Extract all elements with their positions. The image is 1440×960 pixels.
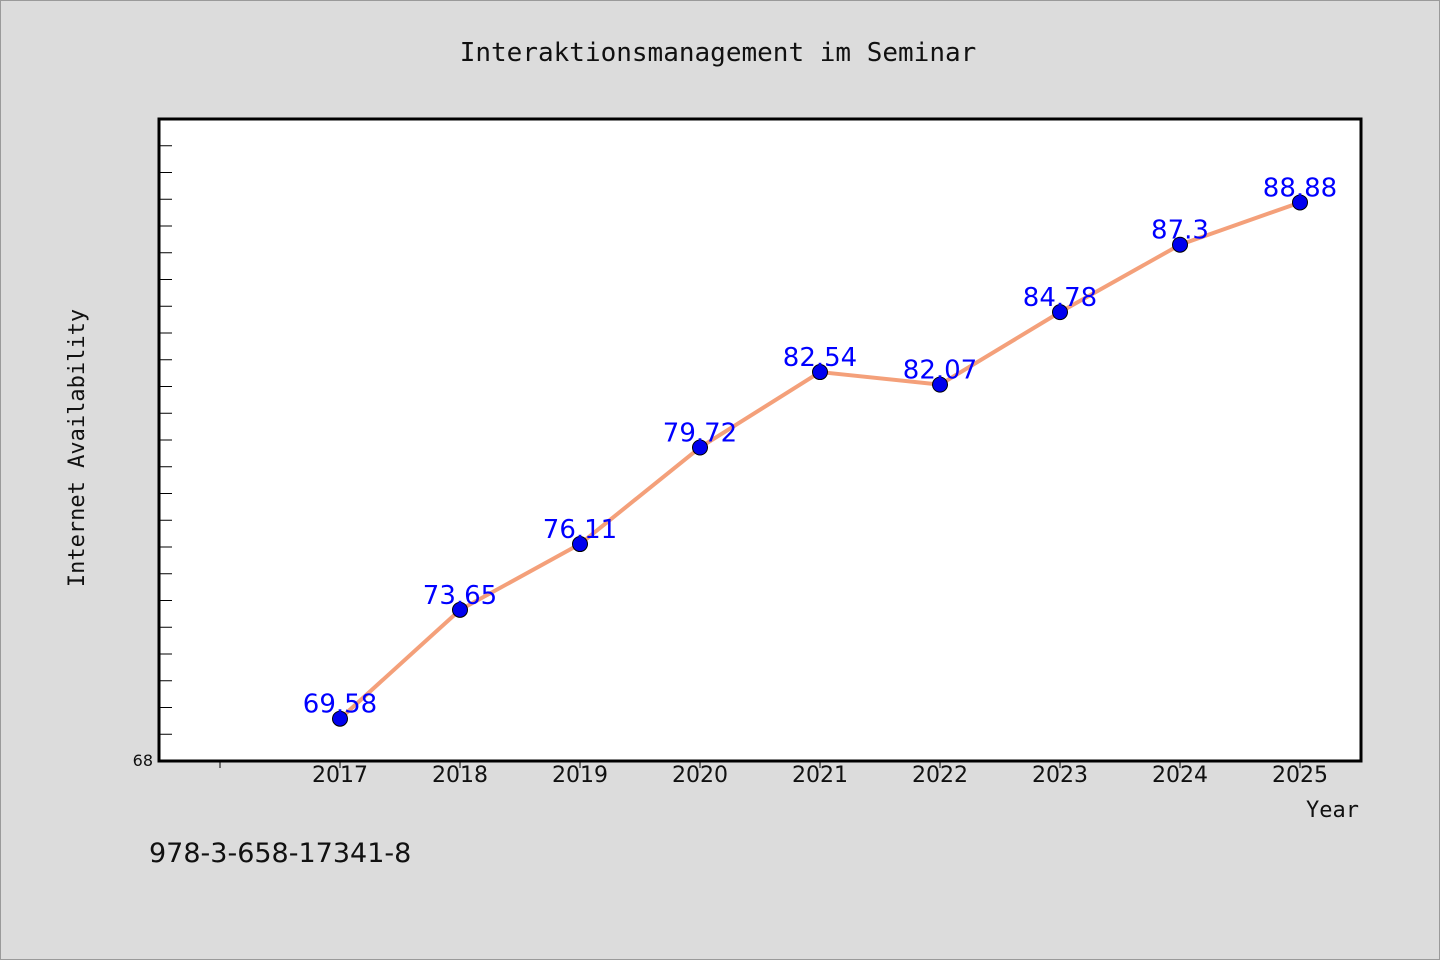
x-tick-label: 2021 [792, 763, 848, 788]
data-label: 69.58 [303, 690, 377, 720]
x-tick-label: 2018 [432, 763, 488, 788]
data-point [812, 364, 828, 381]
y-axis-ticks [159, 145, 172, 735]
plot-area [157, 117, 1363, 763]
y-axis-label: Internet Availability [65, 309, 90, 587]
x-axis-ticks [219, 761, 1301, 768]
data-point [1172, 236, 1188, 253]
data-point [932, 376, 948, 393]
footer-isbn: 978-3-658-17341-8 [149, 838, 411, 869]
series-layer: 69.58 73.65 76.11 79.72 82.54 82.07 84.78 87.3 8… [303, 173, 1337, 727]
x-axis-label: Year [1306, 798, 1359, 823]
x-tick-labels: 2017 2018 2019 2020 2021 2022 2023 2024 2025 [312, 763, 1328, 788]
y-min-label: 68 [133, 751, 153, 770]
data-label: 79.72 [663, 418, 737, 448]
data-label: 88.88 [1263, 173, 1337, 203]
x-tick-label: 2019 [552, 763, 608, 788]
data-point [332, 710, 348, 727]
data-label: 73.65 [423, 581, 497, 611]
x-tick-label: 2023 [1032, 763, 1088, 788]
x-tick-label: 2025 [1272, 763, 1328, 788]
data-label: 84.78 [1023, 283, 1097, 313]
data-label: 76.11 [543, 515, 617, 545]
x-tick-label: 2017 [312, 763, 368, 788]
data-point [692, 439, 708, 456]
x-tick-label: 2020 [672, 763, 728, 788]
x-tick-label: 2024 [1152, 763, 1208, 788]
chart-title: Interaktionsmanagement im Seminar [460, 38, 977, 68]
data-label: 82.54 [783, 343, 857, 373]
data-label: 87.3 [1151, 216, 1209, 246]
data-point [1052, 304, 1068, 321]
data-label: 82.07 [903, 356, 977, 386]
data-point [1292, 194, 1308, 211]
data-point [572, 536, 588, 553]
data-point [452, 601, 468, 618]
x-tick-label: 2022 [912, 763, 968, 788]
